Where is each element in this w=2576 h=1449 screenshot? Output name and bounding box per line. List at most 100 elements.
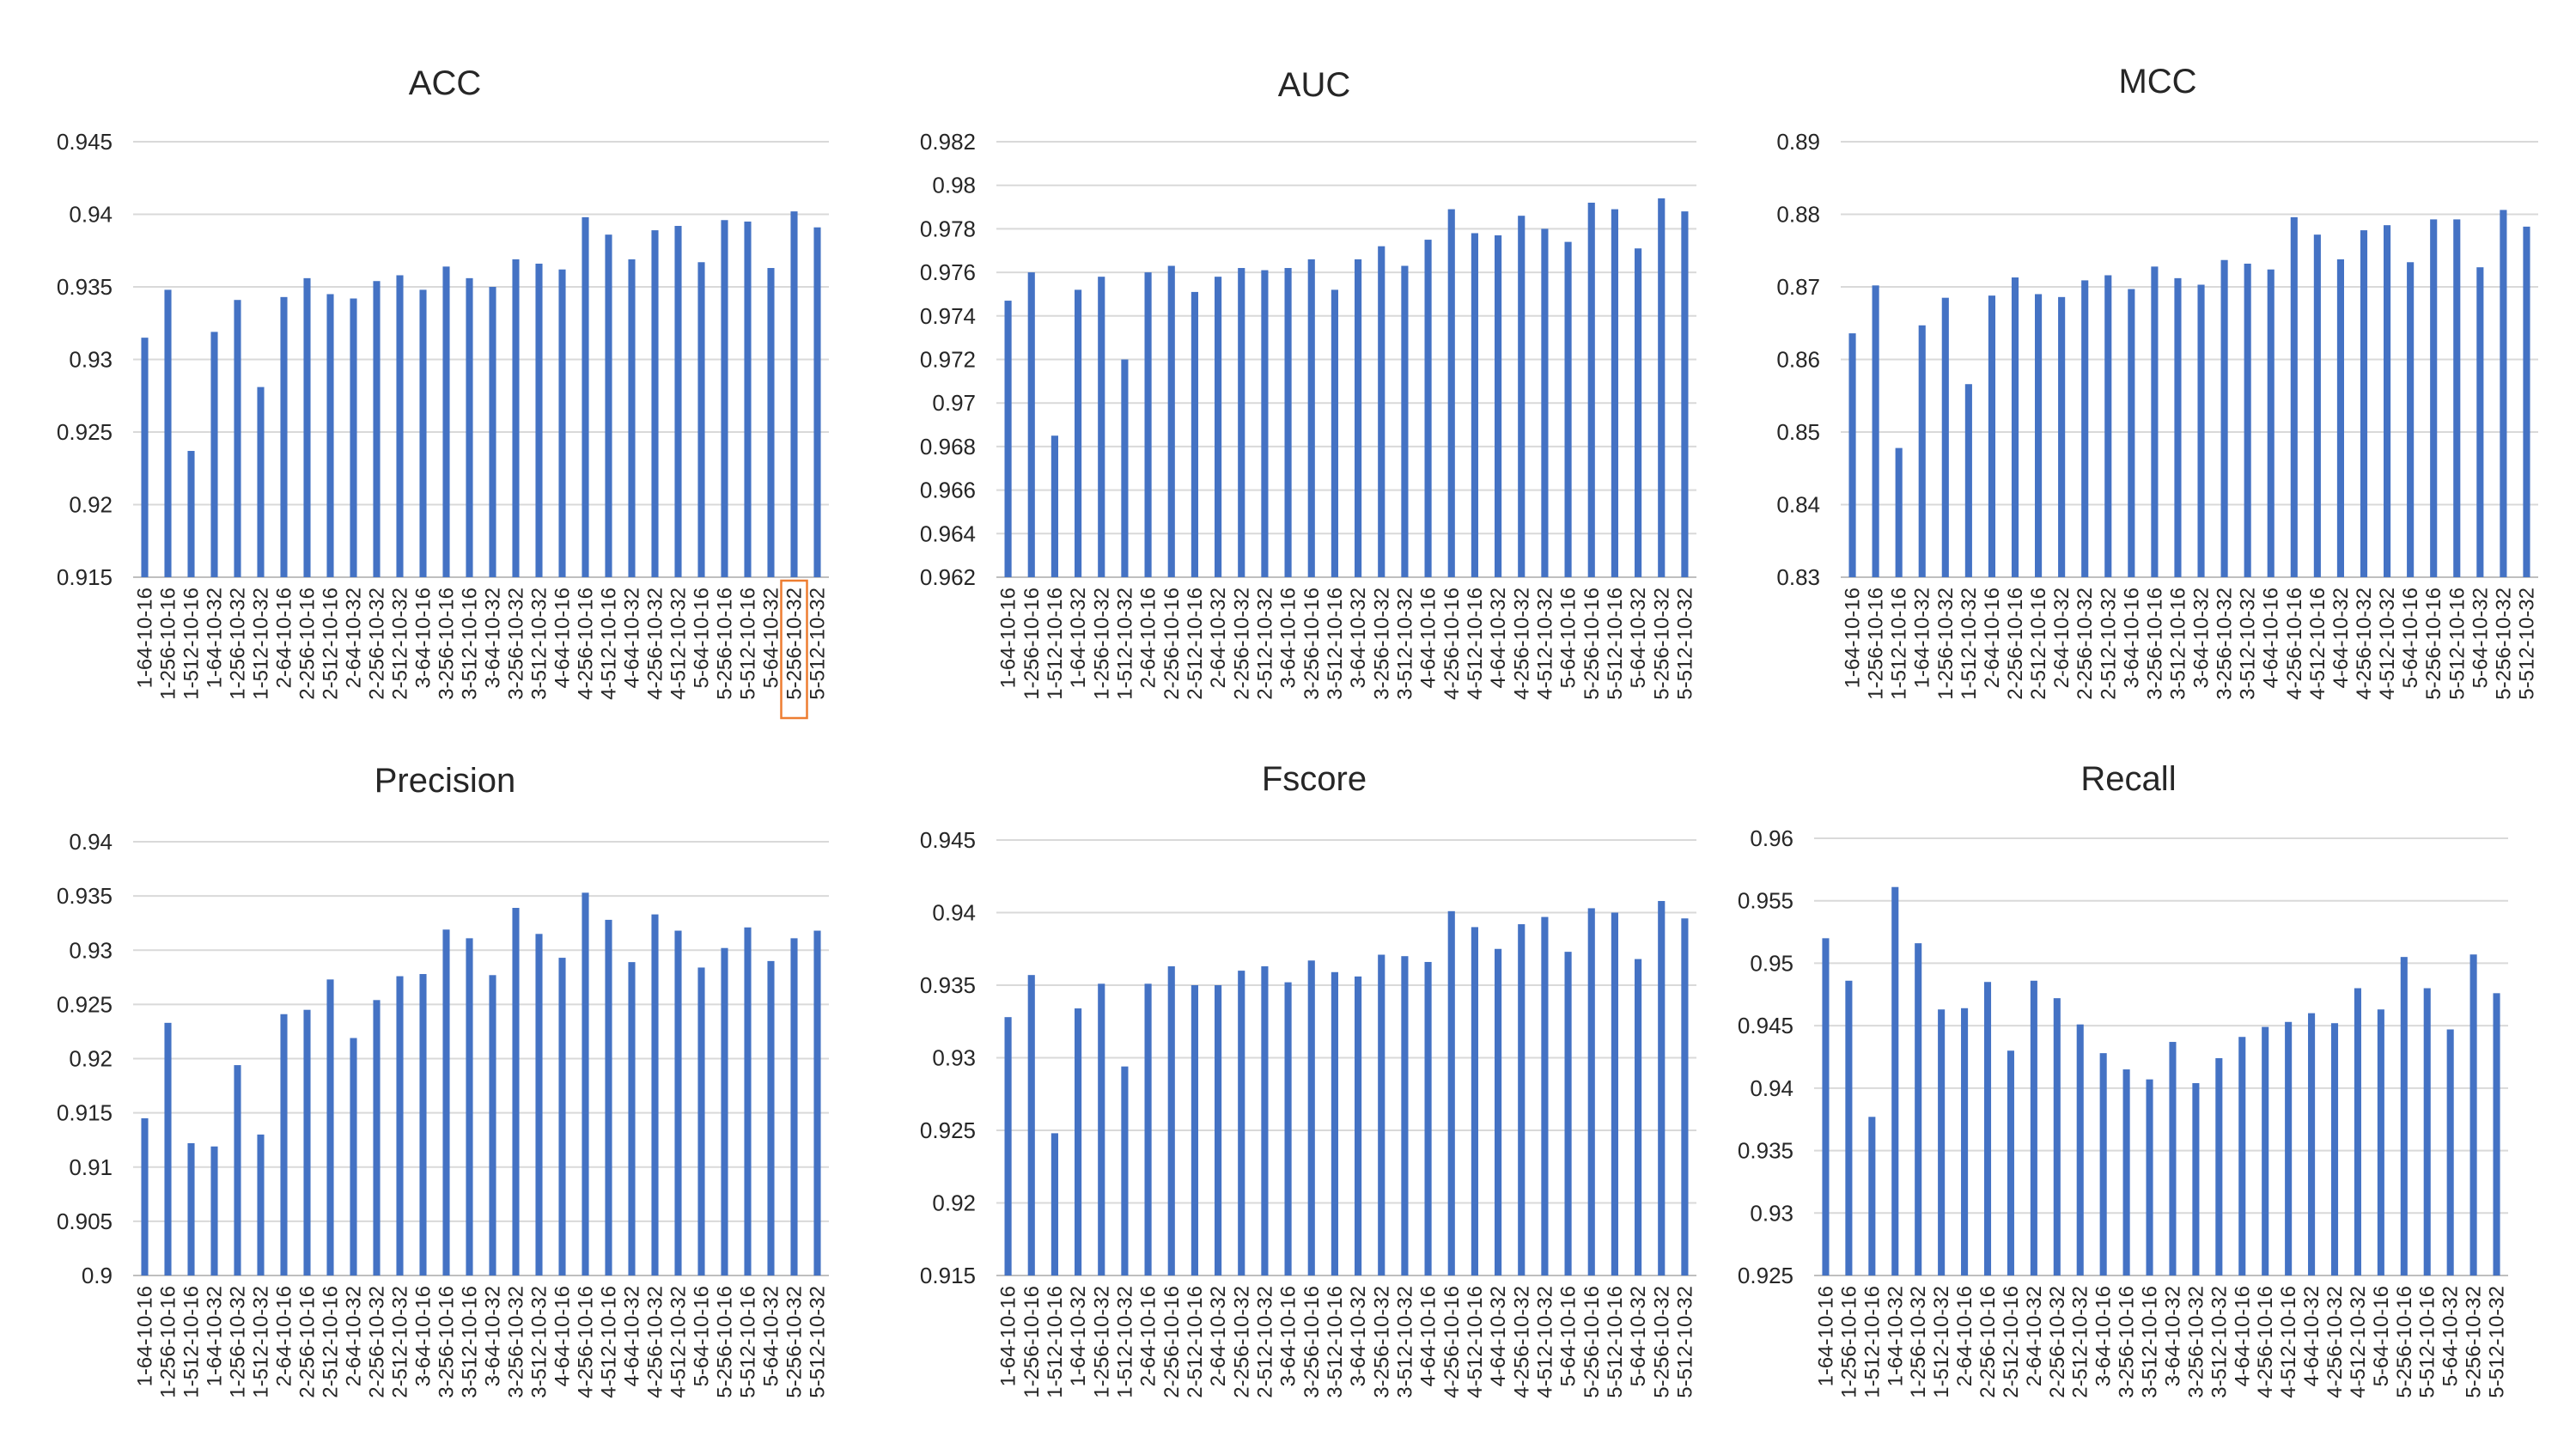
bar	[164, 1022, 172, 1275]
bar	[790, 938, 798, 1275]
x-category-label: 4-64-10-16	[1417, 1286, 1440, 1386]
bar	[1983, 982, 1992, 1275]
x-category-label: 5-64-10-32	[2469, 588, 2492, 688]
y-tick-label: 0.91	[69, 1154, 113, 1180]
bar	[1848, 333, 1856, 577]
x-category-label: 1-64-10-16	[997, 588, 1020, 688]
x-category-label: 2-256-10-32	[2074, 588, 2097, 700]
bar	[1027, 272, 1035, 577]
bar	[1495, 948, 1502, 1275]
x-category-label: 4-256-10-32	[2353, 588, 2376, 700]
y-tick-label: 0.97	[932, 390, 976, 416]
bar	[2220, 259, 2228, 577]
x-category-label: 1-512-10-32	[250, 588, 273, 700]
x-category-label: 1-64-10-16	[134, 588, 157, 688]
bar	[2430, 219, 2438, 578]
x-category-label: 5-256-10-32	[1650, 588, 1673, 700]
x-category-label: 3-512-10-16	[459, 1286, 482, 1398]
bar	[767, 268, 775, 577]
x-category-label: 5-256-10-16	[2393, 1286, 2416, 1398]
bar	[582, 216, 589, 577]
x-category-label: 4-512-10-32	[1533, 588, 1556, 700]
x-category-label: 1-512-10-32	[1958, 588, 1981, 700]
bar	[1941, 297, 1949, 577]
y-tick-label: 0.92	[932, 1190, 976, 1216]
bar	[2500, 210, 2507, 577]
bar	[257, 1134, 265, 1275]
x-category-label: 1-512-10-16	[1888, 588, 1911, 700]
x-category-label: 5-64-10-32	[1627, 1286, 1650, 1386]
bar	[1261, 270, 1269, 577]
bar	[2469, 954, 2477, 1275]
bar	[1307, 259, 1315, 577]
x-category-label: 2-64-10-16	[273, 588, 296, 688]
bar	[234, 1065, 241, 1275]
x-category-label: 3-512-10-32	[2208, 1286, 2231, 1398]
x-category-label: 2-64-10-32	[343, 1286, 366, 1386]
x-category-label: 2-64-10-32	[343, 588, 366, 688]
bar	[674, 930, 682, 1275]
bar	[1144, 272, 1152, 577]
y-tick-label: 0.88	[1776, 202, 1820, 228]
y-tick-label: 0.962	[920, 564, 976, 590]
y-tick-label: 0.955	[1738, 888, 1793, 914]
x-category-label: 4-256-10-16	[1440, 588, 1464, 700]
x-category-label: 5-512-10-32	[1673, 588, 1696, 700]
x-category-label: 3-256-10-16	[2143, 588, 2166, 700]
x-category-label: 3-256-10-16	[2116, 1286, 2139, 1398]
x-category-label: 3-512-10-32	[2237, 588, 2260, 700]
bar	[1635, 248, 1642, 577]
bar	[1681, 211, 1689, 577]
x-category-label: 5-64-10-16	[691, 1286, 714, 1386]
x-category-label: 1-256-10-16	[157, 588, 180, 700]
x-category-label: 5-512-10-16	[1604, 1286, 1627, 1398]
x-category-label: 2-64-10-32	[1207, 1286, 1230, 1386]
x-category-label: 2-256-10-32	[1230, 588, 1253, 700]
bar	[466, 938, 473, 1275]
bar	[1518, 216, 1526, 577]
bar	[2262, 1026, 2269, 1275]
bar	[2238, 1037, 2246, 1275]
bar	[1004, 301, 1012, 577]
bar	[419, 289, 427, 577]
bar	[813, 227, 821, 577]
bar	[2330, 1023, 2339, 1275]
x-category-label: 4-64-10-16	[551, 588, 575, 688]
bar	[442, 929, 450, 1275]
x-category-label: 5-512-10-32	[1673, 1286, 1696, 1398]
bar	[1895, 447, 1903, 577]
bar	[2244, 263, 2251, 577]
bar	[210, 332, 218, 577]
bar	[721, 220, 728, 577]
y-tick-label: 0.915	[57, 564, 113, 590]
x-category-label: 4-512-10-16	[2306, 588, 2329, 700]
x-category-label: 5-512-10-32	[807, 588, 830, 700]
bar	[558, 269, 566, 577]
bar	[326, 294, 334, 577]
bar	[1447, 910, 1455, 1275]
bar	[1331, 289, 1338, 577]
chart-title: AUC	[1278, 66, 1350, 104]
bar	[2290, 216, 2298, 577]
bar	[373, 281, 381, 577]
x-category-label: 1-256-10-32	[1090, 1286, 1113, 1398]
y-tick-label: 0.945	[1738, 1013, 1793, 1038]
x-category-label: 2-256-10-16	[296, 1286, 320, 1398]
bar	[744, 221, 752, 577]
bar	[1401, 265, 1409, 577]
x-category-label: 2-512-10-16	[1184, 588, 1207, 700]
y-tick-label: 0.94	[69, 829, 113, 855]
x-category-label: 3-64-10-16	[412, 588, 435, 688]
bar	[1471, 927, 1478, 1275]
bar	[1587, 908, 1595, 1275]
y-tick-label: 0.94	[932, 900, 976, 926]
x-category-label: 4-256-10-16	[2254, 1286, 2277, 1398]
x-category-label: 4-512-10-16	[1464, 588, 1487, 700]
bar	[2453, 219, 2461, 578]
bar	[2030, 980, 2037, 1275]
x-category-label: 4-256-10-32	[644, 1286, 667, 1398]
x-category-label: 5-256-10-32	[1650, 1286, 1673, 1398]
bar	[2336, 259, 2344, 577]
x-category-label: 2-256-10-16	[1976, 1286, 2000, 1398]
bar	[651, 230, 659, 577]
